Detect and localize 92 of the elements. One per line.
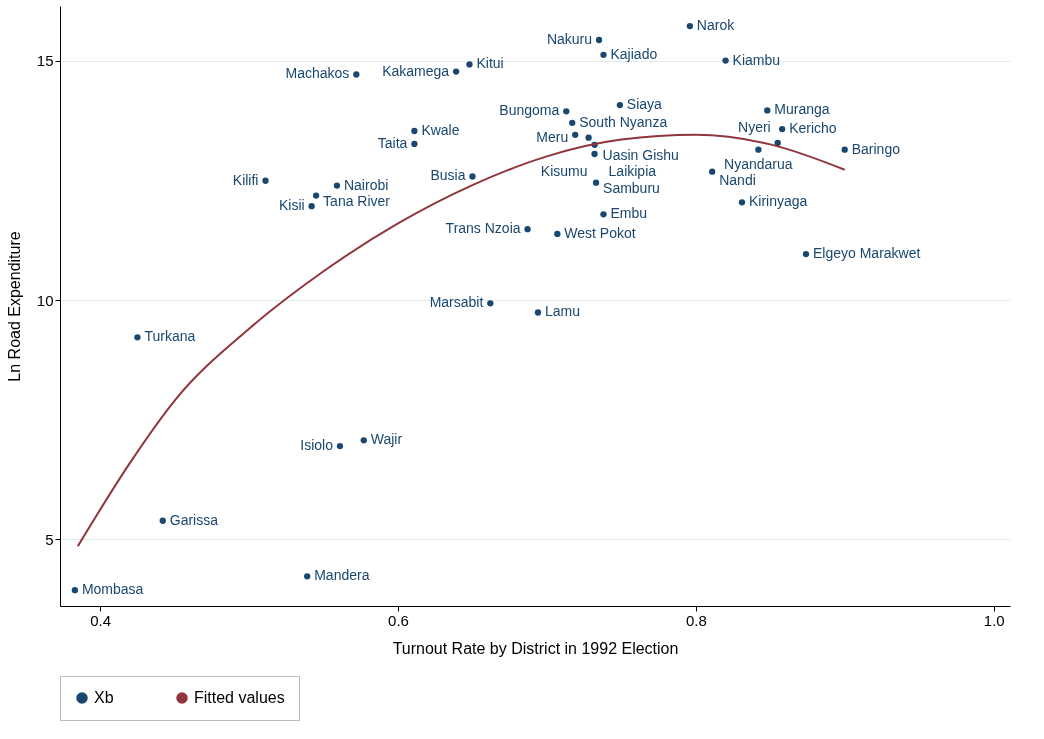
data-label: Baringo: [851, 140, 901, 157]
point: [134, 334, 141, 341]
y-axis-title: Ln Road Expenditure: [5, 231, 23, 382]
x-tick-label: 0.6: [388, 611, 409, 629]
y-tick-label: 15: [36, 52, 54, 70]
data-label: Kakamega: [382, 62, 450, 79]
point: [262, 177, 269, 184]
y-tick-label: 10: [36, 291, 54, 309]
point: [591, 150, 598, 158]
point: [411, 140, 418, 148]
point: [534, 309, 542, 316]
data-label: Laikipia: [608, 162, 657, 179]
point: [333, 182, 341, 189]
data-label: Bungoma: [499, 102, 560, 119]
data-label: Busia: [430, 167, 466, 184]
data-label: Isiolo: [300, 437, 334, 454]
data-label: Nairobi: [343, 176, 389, 193]
point: [524, 225, 531, 233]
y-tick-label: 5: [45, 530, 54, 548]
data-label: Nakuru: [546, 31, 593, 47]
point: [709, 168, 716, 175]
point: [469, 173, 476, 180]
point: [686, 22, 694, 30]
point: [353, 71, 360, 78]
point: [755, 146, 762, 153]
data-label: Kisumu: [540, 162, 588, 179]
data-label: Elgeyo Marakwet: [813, 245, 921, 262]
point: [159, 517, 166, 524]
point: [411, 127, 418, 135]
data-label: Kirinyaga: [748, 193, 808, 210]
point: [312, 192, 320, 199]
data-label: Lamu: [544, 303, 581, 320]
data-label: Garissa: [169, 511, 219, 528]
point: [774, 139, 781, 147]
data-label: Tana River: [323, 192, 391, 209]
point: [466, 61, 473, 68]
point: [304, 573, 311, 580]
data-label: Muranga: [774, 101, 830, 118]
point: [569, 119, 576, 126]
data-label: Siaya: [626, 96, 663, 113]
legend-label: Fitted values: [194, 689, 285, 706]
data-label: Marsabit: [429, 294, 484, 311]
legend-label: Xb: [94, 689, 114, 706]
x-axis-title: Turnout Rate by District in 1992 Election: [392, 639, 679, 657]
x-tick-label: 1.0: [983, 611, 1005, 629]
point: [595, 36, 603, 44]
data-label: Mombasa: [81, 581, 144, 598]
data-label: Turkana: [144, 328, 196, 345]
x-tick-label: 0.8: [685, 611, 707, 629]
point: [308, 203, 315, 210]
point: [738, 199, 746, 206]
data-label: Kiambu: [732, 51, 781, 68]
point: [585, 134, 592, 141]
data-label: Kisii: [278, 197, 305, 214]
point: [722, 57, 729, 64]
x-tick-label: 0.4: [90, 611, 112, 629]
point: [841, 146, 848, 153]
point: [572, 131, 579, 138]
data-label: Kwale: [421, 121, 460, 138]
point: [600, 51, 607, 58]
data-label: Trans Nzoia: [445, 220, 521, 237]
data-label: Wajir: [370, 431, 403, 448]
data-label: Mandera: [314, 567, 370, 584]
point: [336, 442, 344, 450]
data-label: Nyandarua: [724, 155, 793, 172]
point: [563, 108, 570, 115]
point: [360, 437, 367, 444]
point: [616, 101, 624, 109]
data-label: Kajiado: [610, 45, 658, 62]
data-label: Kitui: [476, 55, 504, 72]
data-label: West Pokot: [564, 224, 636, 241]
point: [802, 250, 810, 258]
point: [764, 107, 771, 114]
data-label: Nyeri: [738, 118, 771, 135]
point: [592, 179, 600, 186]
point: [600, 211, 607, 218]
point: [779, 125, 786, 133]
data-label: Taita: [377, 134, 408, 151]
data-label: Machakos: [285, 65, 350, 82]
data-label: Samburu: [603, 179, 660, 196]
point: [554, 230, 561, 238]
point: [71, 587, 79, 594]
data-label: Embu: [610, 205, 648, 222]
point: [452, 68, 460, 75]
data-label: South Nyanza: [579, 113, 668, 130]
data-label: Uasin Gishu: [602, 146, 679, 163]
data-label: Kilifi: [232, 171, 259, 188]
point: [487, 300, 494, 307]
data-label: Kericho: [789, 120, 837, 137]
data-label: Nandi: [719, 171, 756, 188]
data-label: Meru: [536, 128, 569, 145]
data-label: Narok: [696, 17, 736, 34]
